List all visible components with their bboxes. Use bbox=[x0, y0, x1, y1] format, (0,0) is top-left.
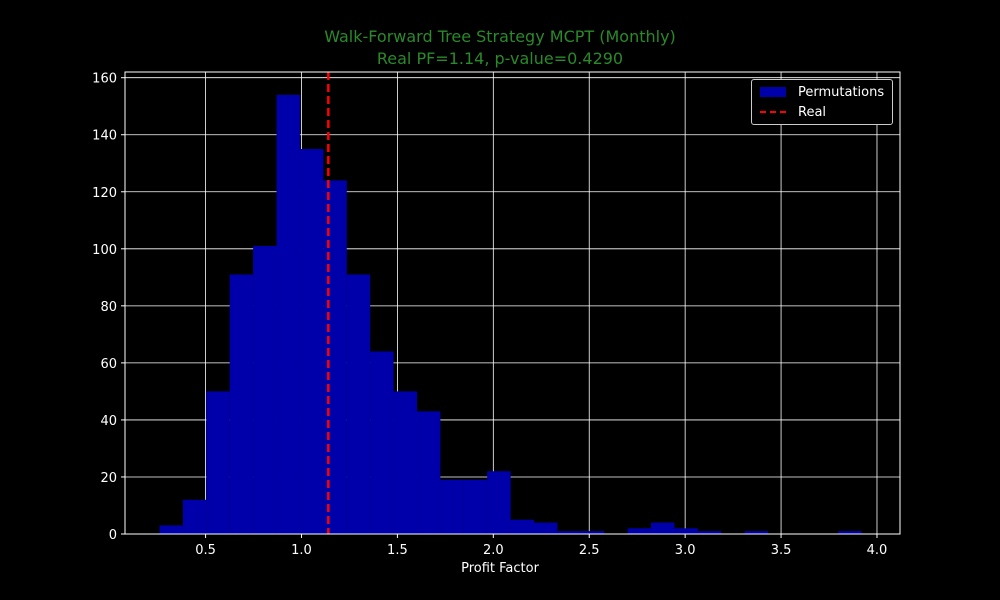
x-axis-ticks: 0.5 1.0 1.5 2.0 2.5 3.0 3.5 4.0 bbox=[195, 534, 887, 558]
y-tick-label: 120 bbox=[92, 186, 117, 201]
y-tick-label: 40 bbox=[100, 414, 117, 429]
x-axis-label: Profit Factor bbox=[461, 561, 539, 576]
y-tick-label: 60 bbox=[100, 357, 117, 372]
histogram-bar bbox=[370, 351, 394, 534]
histogram-bar bbox=[674, 528, 698, 534]
legend-item-permutations: Permutations bbox=[760, 83, 884, 101]
histogram-bar bbox=[838, 531, 862, 534]
x-tick-label: 4.0 bbox=[867, 543, 888, 558]
chart-title: Walk-Forward Tree Strategy MCPT (Monthly… bbox=[324, 27, 676, 46]
histogram-bar bbox=[416, 411, 441, 534]
histogram-bars bbox=[159, 94, 862, 535]
y-tick-label: 140 bbox=[92, 129, 117, 144]
histogram-bar bbox=[651, 522, 675, 534]
legend-swatch-permutations bbox=[760, 87, 786, 97]
histogram-bar bbox=[627, 528, 652, 534]
x-tick-label: 3.0 bbox=[675, 543, 696, 558]
histogram-bar bbox=[440, 479, 464, 534]
histogram-bar bbox=[276, 94, 300, 534]
x-tick-label: 0.5 bbox=[195, 543, 216, 558]
histogram-bar bbox=[557, 531, 581, 534]
histogram-bar bbox=[206, 391, 230, 534]
legend: Permutations Real bbox=[751, 79, 893, 125]
histogram-bar bbox=[580, 531, 605, 534]
histogram-bar bbox=[229, 274, 254, 534]
histogram-bar bbox=[463, 479, 488, 534]
y-tick-label: 160 bbox=[92, 72, 117, 87]
histogram-bar bbox=[323, 180, 347, 535]
legend-swatch-real bbox=[760, 111, 786, 113]
x-tick-label: 2.5 bbox=[579, 543, 600, 558]
histogram-bar bbox=[182, 499, 207, 534]
histogram-bar bbox=[487, 471, 511, 534]
y-tick-label: 0 bbox=[109, 528, 117, 543]
x-tick-label: 1.0 bbox=[291, 543, 312, 558]
histogram-bar bbox=[253, 245, 277, 535]
y-axis-ticks: 0 20 40 60 80 100 120 140 160 bbox=[92, 72, 125, 543]
plot-frame bbox=[124, 71, 901, 535]
x-tick-label: 2.0 bbox=[483, 543, 504, 558]
y-tick-label: 20 bbox=[100, 471, 117, 486]
histogram-bar bbox=[393, 391, 417, 534]
histogram-bar bbox=[346, 274, 371, 534]
histogram-bar bbox=[299, 149, 324, 534]
histogram-bar bbox=[159, 525, 183, 534]
histogram-bar bbox=[510, 519, 534, 534]
legend-label-real: Real bbox=[798, 104, 827, 120]
legend-item-real: Real bbox=[760, 103, 826, 121]
chart-subtitle: Real PF=1.14, p-value=0.4290 bbox=[376, 49, 624, 68]
legend-label-permutations: Permutations bbox=[798, 84, 885, 100]
x-tick-label: 3.5 bbox=[771, 543, 792, 558]
y-tick-label: 80 bbox=[100, 300, 117, 315]
histogram-bar bbox=[533, 522, 558, 534]
x-tick-label: 1.5 bbox=[387, 543, 408, 558]
histogram-bar bbox=[697, 531, 722, 534]
y-tick-label: 100 bbox=[92, 243, 117, 258]
histogram-bar bbox=[744, 531, 769, 534]
